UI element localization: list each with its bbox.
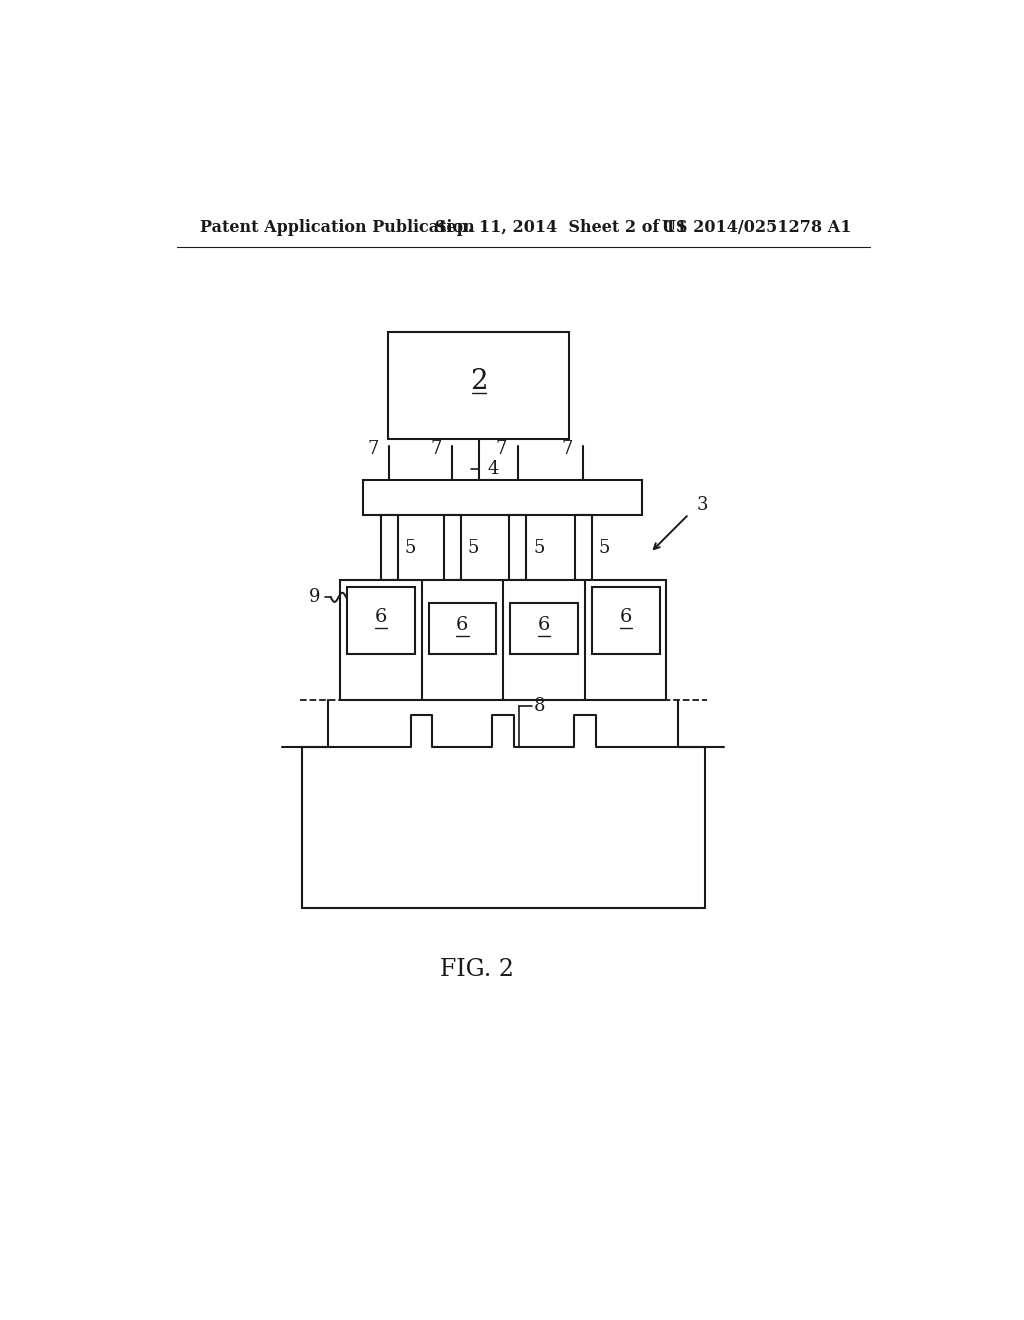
- Text: 2: 2: [470, 368, 487, 395]
- Text: US 2014/0251278 A1: US 2014/0251278 A1: [662, 219, 851, 236]
- Text: 7: 7: [561, 441, 572, 458]
- Text: 5: 5: [599, 539, 610, 557]
- Text: 6: 6: [375, 609, 387, 626]
- Bar: [340, 581, 667, 700]
- Bar: [509, 515, 526, 581]
- Text: Patent Application Publication: Patent Application Publication: [200, 219, 474, 236]
- Text: 5: 5: [468, 539, 479, 557]
- Bar: [381, 515, 397, 581]
- Text: 8: 8: [534, 697, 545, 715]
- Text: 7: 7: [368, 441, 379, 458]
- Bar: [347, 586, 415, 655]
- Bar: [364, 480, 642, 515]
- Text: 6: 6: [538, 616, 550, 635]
- Text: 7: 7: [430, 441, 441, 458]
- Bar: [444, 515, 461, 581]
- Text: 6: 6: [457, 616, 469, 635]
- Text: 5: 5: [404, 539, 416, 557]
- Text: 6: 6: [620, 609, 632, 626]
- Text: 5: 5: [534, 539, 545, 557]
- Text: FIG. 2: FIG. 2: [440, 958, 514, 981]
- Bar: [388, 331, 569, 440]
- Bar: [592, 586, 659, 655]
- Bar: [429, 603, 497, 653]
- Bar: [510, 603, 578, 653]
- Text: 3: 3: [697, 496, 709, 513]
- Text: 7: 7: [496, 441, 507, 458]
- Bar: [574, 515, 592, 581]
- Text: 4: 4: [487, 459, 500, 478]
- Text: 9: 9: [309, 589, 321, 606]
- Text: Sep. 11, 2014  Sheet 2 of 11: Sep. 11, 2014 Sheet 2 of 11: [435, 219, 687, 236]
